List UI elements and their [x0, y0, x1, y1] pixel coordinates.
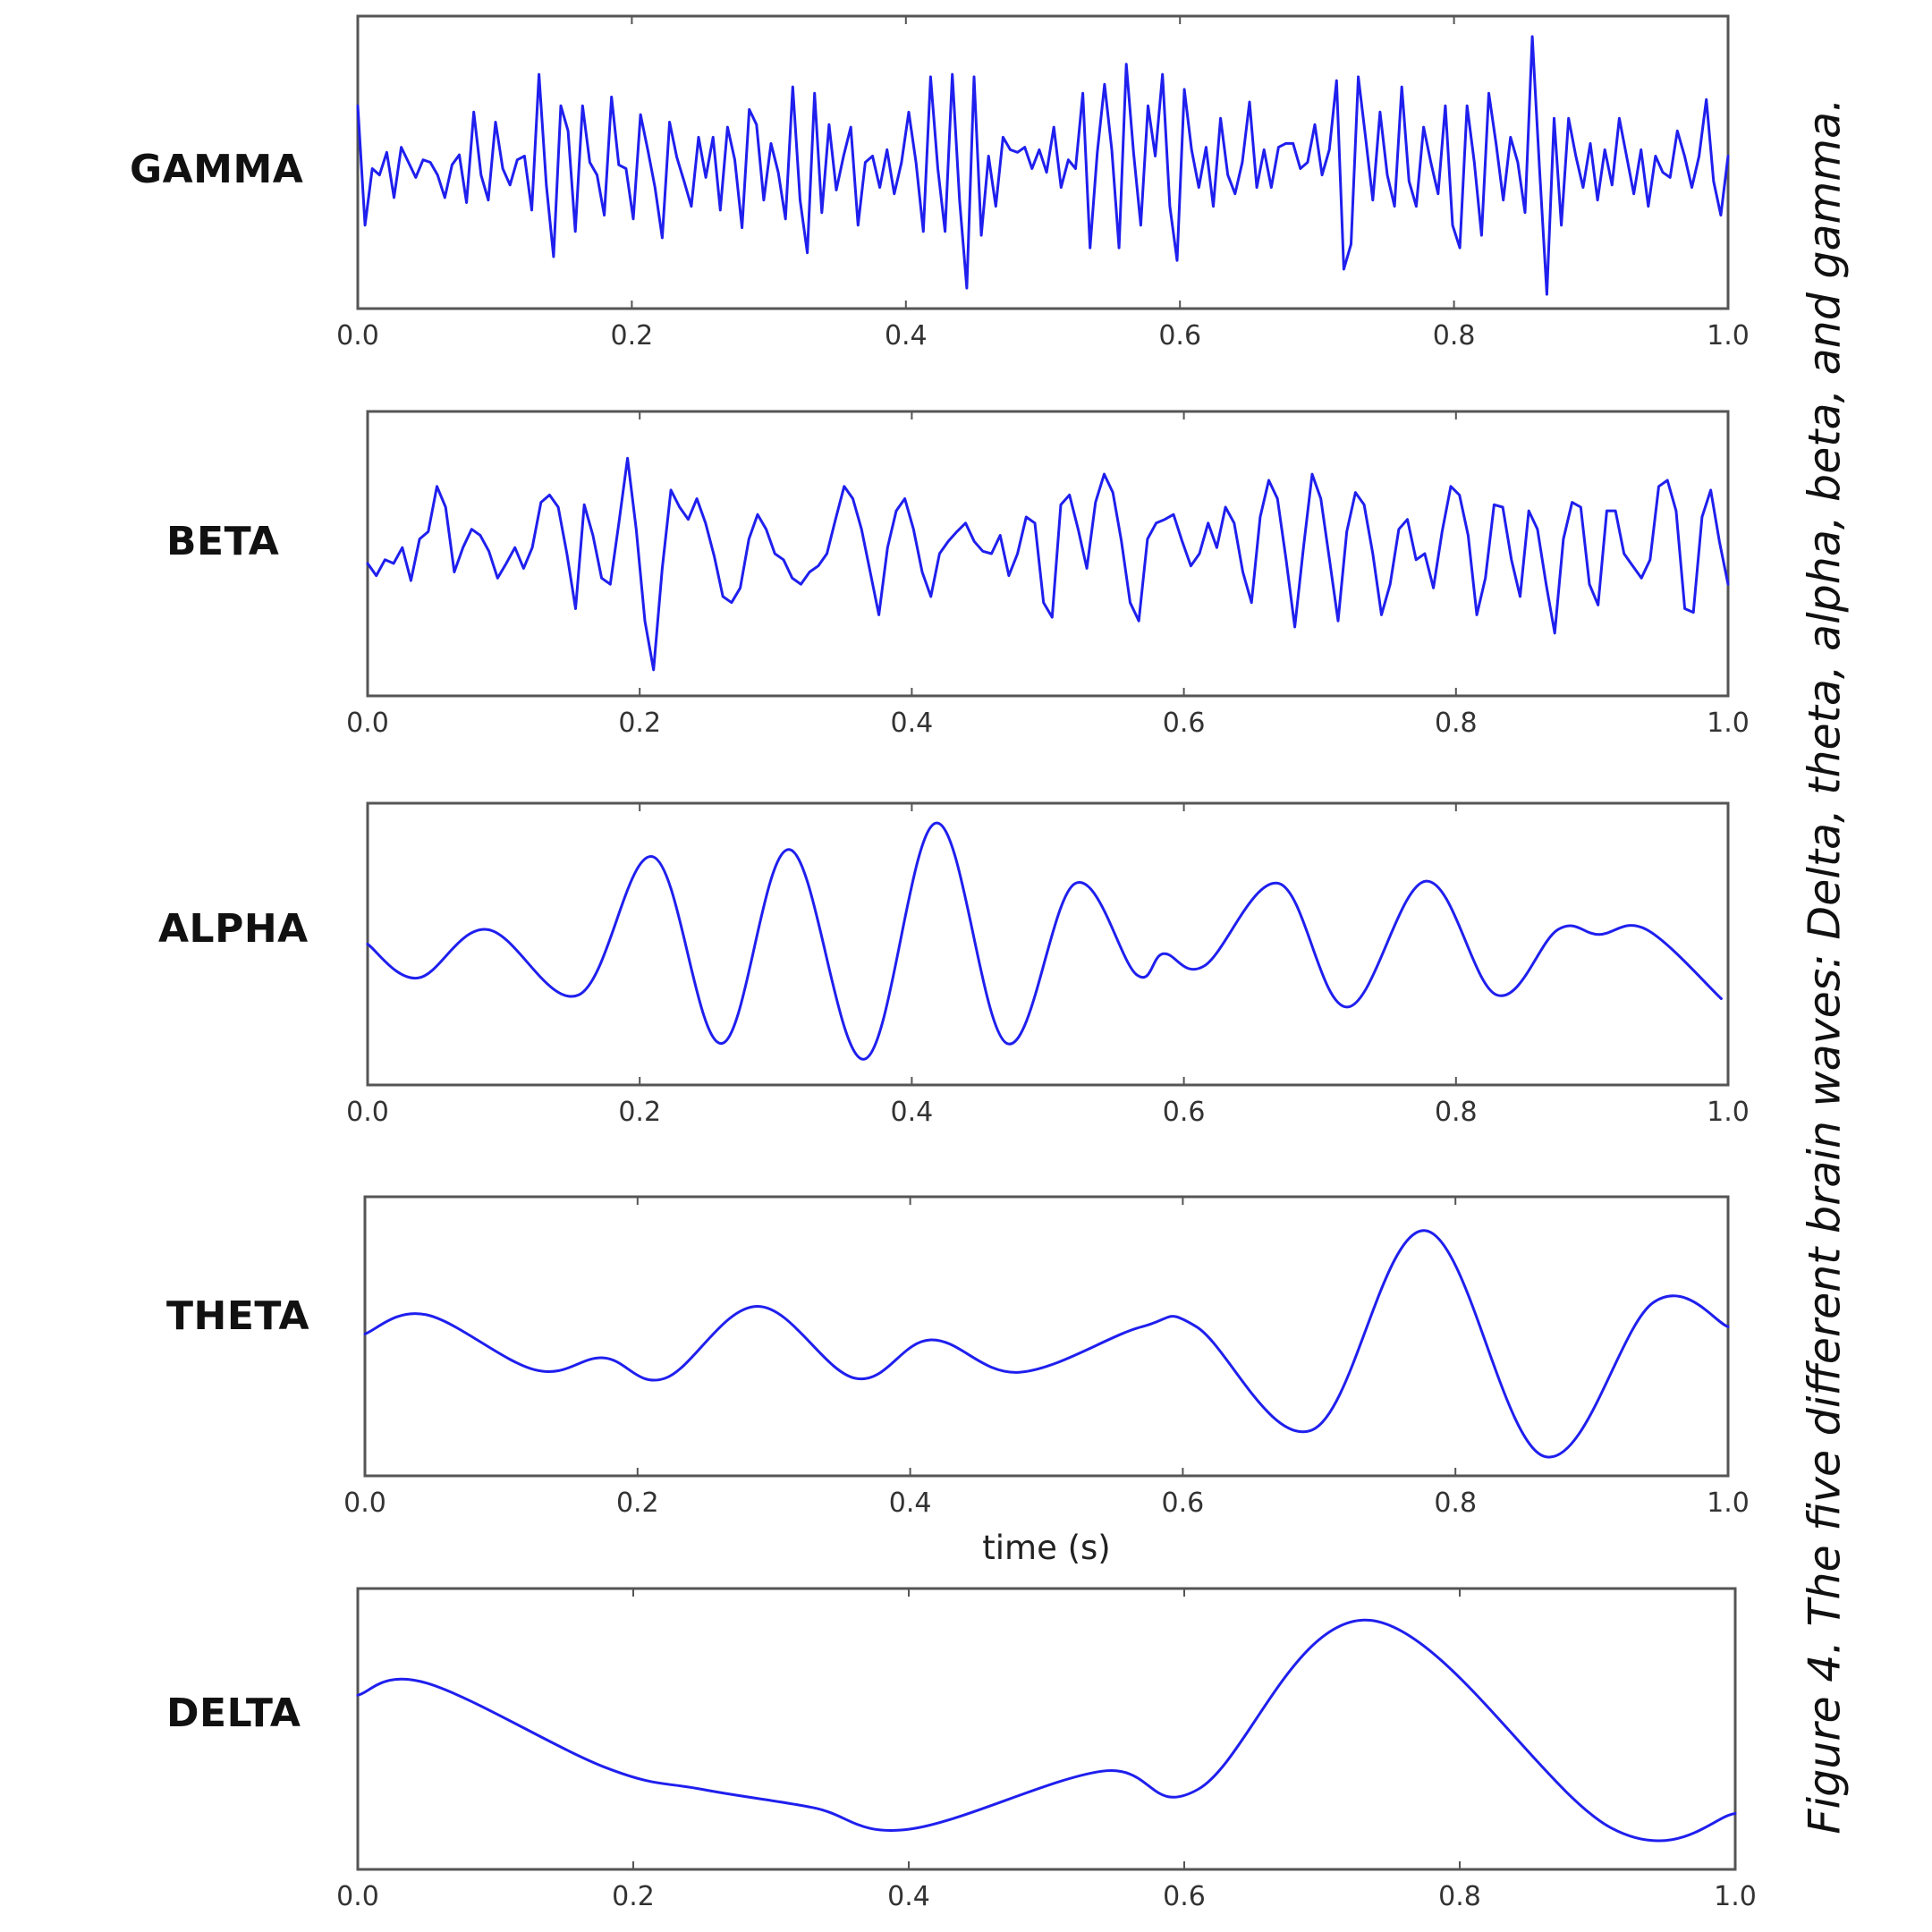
alpha-plot-frame [366, 801, 1730, 1087]
panel-theta: 0.0 0.2 0.4 0.6 0.8 1.0 time (s) [343, 1195, 1750, 1567]
delta-x-tick-label: 0.0 [336, 1881, 379, 1912]
alpha-wave-line [366, 821, 1723, 1061]
alpha-x-tick-label: 0.2 [618, 1097, 661, 1128]
delta-x-tick-label: 0.8 [1438, 1881, 1481, 1912]
alpha-x-tick-label: 0.6 [1163, 1097, 1206, 1128]
beta-x-tick-label: 0.6 [1163, 708, 1206, 739]
alpha-x-tick-label: 0.0 [346, 1097, 389, 1128]
theta-x-axis-label: time (s) [982, 1529, 1111, 1567]
figure-caption: Figure 4. The five different brain waves… [1799, 97, 1851, 1835]
panel-label-delta: DELTA [166, 1690, 301, 1736]
delta-x-tick-label: 0.2 [612, 1881, 655, 1912]
panel-gamma: 0.0 0.2 0.4 0.6 0.8 1.0 [336, 14, 1750, 352]
alpha-x-tick-label: 1.0 [1707, 1097, 1750, 1128]
delta-wave-line [356, 1618, 1737, 1843]
alpha-x-tick-label: 0.4 [891, 1097, 934, 1128]
panel-alpha: 0.0 0.2 0.4 0.6 0.8 1.0 [346, 801, 1750, 1128]
beta-x-tick-label: 1.0 [1707, 708, 1750, 739]
panel-delta: 0.0 0.2 0.4 0.6 0.8 1.0 [336, 1587, 1757, 1912]
theta-x-tick-label: 0.4 [889, 1487, 932, 1519]
beta-x-tick-label: 0.8 [1435, 708, 1478, 739]
gamma-x-tick-label: 0.0 [336, 320, 379, 352]
theta-wave-line [363, 1229, 1730, 1459]
gamma-x-tick-label: 0.8 [1433, 320, 1476, 352]
theta-x-tick-label: 0.0 [343, 1487, 386, 1519]
panel-label-beta: BETA [166, 519, 280, 564]
delta-x-tick-label: 1.0 [1714, 1881, 1757, 1912]
beta-wave-line [366, 456, 1730, 672]
gamma-x-tick-label: 0.2 [611, 320, 654, 352]
gamma-x-tick-label: 0.6 [1158, 320, 1201, 352]
panel-label-theta: THETA [166, 1293, 310, 1339]
panel-label-alpha: ALPHA [158, 906, 309, 952]
panel-beta: 0.0 0.2 0.4 0.6 0.8 1.0 [346, 410, 1750, 739]
beta-plot-frame [366, 410, 1730, 698]
theta-plot-frame [363, 1195, 1730, 1478]
theta-x-tick-label: 0.2 [616, 1487, 659, 1519]
gamma-wave-line [356, 35, 1730, 296]
panel-label-gamma: GAMMA [130, 147, 304, 192]
delta-x-tick-label: 0.4 [887, 1881, 930, 1912]
theta-x-tick-label: 0.8 [1434, 1487, 1477, 1519]
beta-x-tick-label: 0.0 [346, 708, 389, 739]
theta-x-tick-label: 0.6 [1162, 1487, 1205, 1519]
delta-x-tick-label: 0.6 [1163, 1881, 1206, 1912]
delta-plot-frame [356, 1587, 1737, 1871]
alpha-x-tick-label: 0.8 [1435, 1097, 1478, 1128]
beta-x-tick-label: 0.4 [891, 708, 934, 739]
theta-x-tick-label: 1.0 [1707, 1487, 1750, 1519]
beta-x-tick-label: 0.2 [618, 708, 661, 739]
gamma-x-tick-label: 0.4 [885, 320, 928, 352]
gamma-x-tick-label: 1.0 [1707, 320, 1750, 352]
